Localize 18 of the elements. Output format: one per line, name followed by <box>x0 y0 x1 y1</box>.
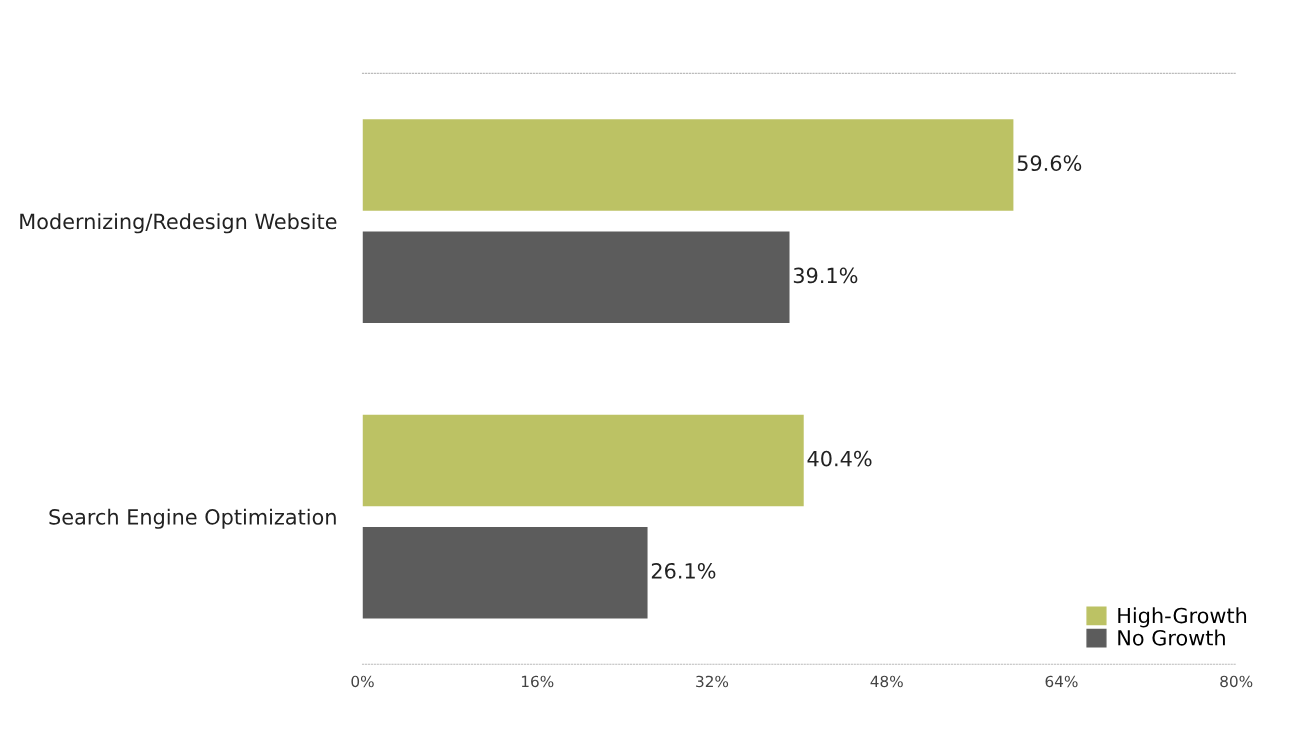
x-tick-label: 48% <box>870 675 903 688</box>
bar <box>362 231 790 324</box>
x-tick-label: 80% <box>1220 675 1253 688</box>
text: 40.4% <box>807 450 872 467</box>
text: 26.1% <box>651 562 716 579</box>
bar <box>362 119 1014 211</box>
y-tick-label: Search Engine Optimization <box>49 508 336 529</box>
bar <box>362 526 648 619</box>
x-tick-label: 64% <box>1045 675 1078 688</box>
text: 59.6% <box>1017 155 1082 172</box>
text: 39.1% <box>793 267 858 284</box>
y-tick-label: Modernizing/Redesign Website <box>20 213 337 234</box>
x-tick-label: 32% <box>696 675 729 688</box>
x-tick-label: 0% <box>351 675 374 688</box>
x-tick-label: 16% <box>521 675 554 688</box>
bar <box>362 414 804 507</box>
legend-label: High-Growth <box>1118 607 1247 628</box>
legend-label: No Growth <box>1118 629 1225 646</box>
